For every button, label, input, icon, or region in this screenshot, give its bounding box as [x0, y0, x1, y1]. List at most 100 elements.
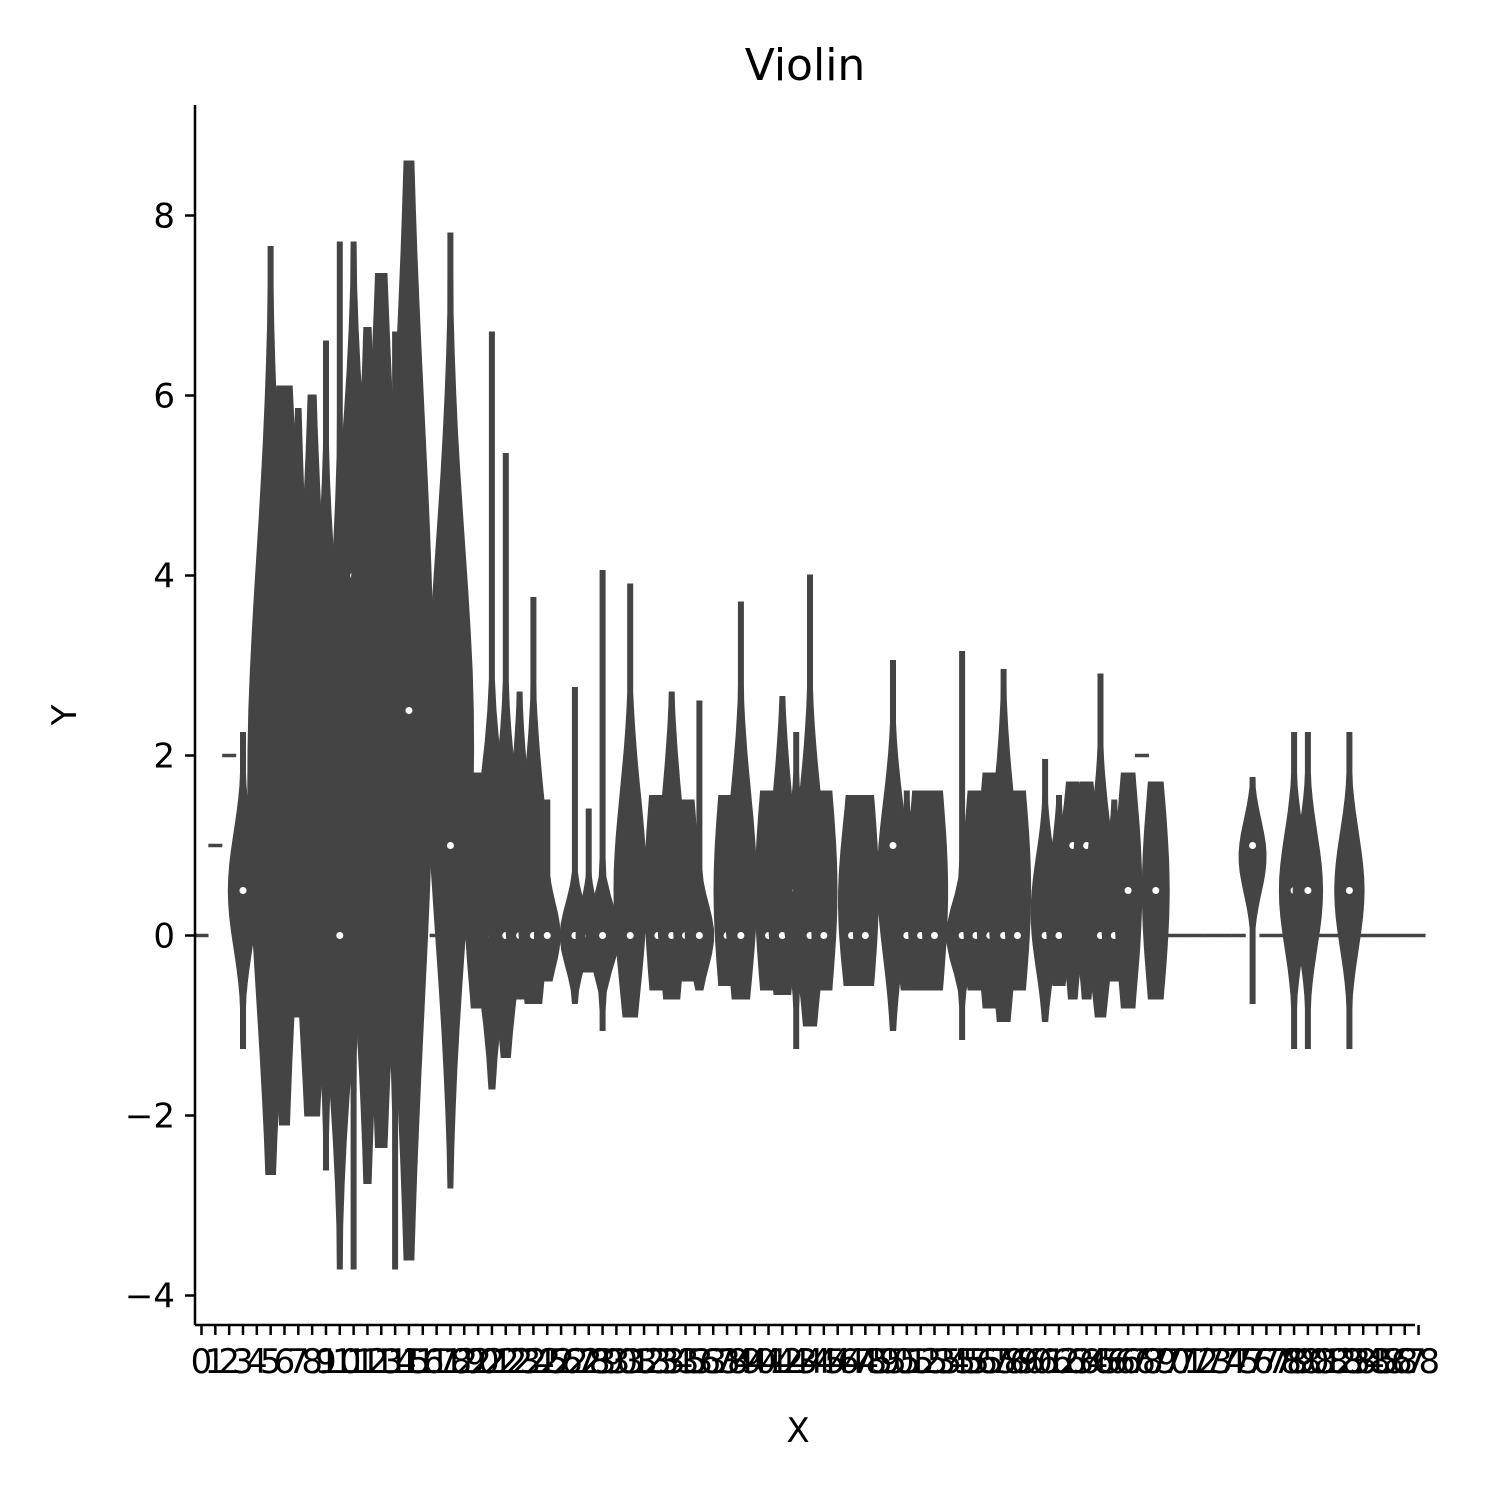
- violin: [426, 232, 475, 1189]
- violin-median: [599, 932, 607, 939]
- x-tick-label: 83: [1328, 1342, 1371, 1382]
- y-tick-label: 0: [153, 917, 175, 957]
- y-tick-label: 6: [153, 377, 175, 417]
- x-tick-label: 85: [1355, 1342, 1398, 1382]
- x-tick-label: 16: [401, 1342, 444, 1382]
- x-tick-label: 24: [512, 1342, 555, 1382]
- x-tick-label: 62: [1037, 1342, 1080, 1382]
- x-tick-label: 63: [1051, 1342, 1094, 1382]
- x-tick-label: 19: [443, 1342, 486, 1382]
- x-tick-label: 22: [484, 1342, 527, 1382]
- x-tick-label: 14: [373, 1342, 416, 1382]
- y-axis-label: Y: [45, 704, 85, 726]
- x-tick-label: 86: [1369, 1342, 1412, 1382]
- x-tick-label: 4: [246, 1342, 268, 1382]
- x-tick-label: 52: [899, 1342, 942, 1382]
- x-tick-label: 42: [761, 1342, 804, 1382]
- x-tick-label: 6: [274, 1342, 296, 1382]
- violin: [1113, 772, 1143, 1009]
- x-tick-label: 70: [1148, 1342, 1191, 1382]
- x-tick-label: 25: [526, 1342, 569, 1382]
- violin: [613, 583, 648, 1018]
- x-tick-label: 30: [595, 1342, 638, 1382]
- x-tick-label: 51: [885, 1342, 928, 1382]
- violin-median: [446, 842, 454, 849]
- x-tick-label: 61: [1023, 1342, 1066, 1382]
- violin: [533, 799, 561, 982]
- x-tick-label: 43: [775, 1342, 818, 1382]
- violin: [684, 700, 714, 991]
- x-tick-label: 48: [844, 1342, 887, 1382]
- x-tick-label: 7: [287, 1342, 309, 1382]
- x-tick-label: 87: [1383, 1342, 1426, 1382]
- violin-median: [1152, 887, 1160, 894]
- x-tick-label: 1: [205, 1342, 227, 1382]
- x-tick-label: 15: [387, 1342, 430, 1382]
- x-tick-label: 49: [858, 1342, 901, 1382]
- violin: [1003, 790, 1032, 991]
- x-tick-label: 37: [692, 1342, 735, 1382]
- violin-median: [405, 707, 413, 714]
- violin-iqr-box: [814, 836, 833, 945]
- x-tick-label: 33: [636, 1342, 679, 1382]
- x-tick-label: 79: [1272, 1342, 1315, 1382]
- x-tick-label: 31: [609, 1342, 652, 1382]
- x-tick-label: 73: [1189, 1342, 1232, 1382]
- violin-iqr-box: [925, 836, 944, 945]
- x-axis: 0123456789101112131415161718192021222324…: [191, 1323, 1440, 1382]
- x-tick-label: 74: [1203, 1342, 1246, 1382]
- violin-median: [1345, 887, 1353, 894]
- violin-median: [695, 932, 703, 939]
- y-tick-label: 4: [153, 557, 175, 597]
- x-tick-label: 23: [498, 1342, 541, 1382]
- x-tick-label: 75: [1217, 1342, 1260, 1382]
- violin-median: [778, 932, 786, 939]
- violin: [851, 795, 879, 986]
- violin: [383, 160, 434, 1261]
- x-tick-label: 13: [360, 1342, 403, 1382]
- violin-median: [737, 932, 745, 939]
- x-tick-label: 50: [871, 1342, 914, 1382]
- x-tick-label: 68: [1120, 1342, 1163, 1382]
- violin: [920, 790, 949, 991]
- x-tick-label: 5: [260, 1342, 282, 1382]
- x-tick-label: 81: [1300, 1342, 1343, 1382]
- x-tick-label: 84: [1342, 1342, 1385, 1382]
- x-tick-label: 80: [1286, 1342, 1329, 1382]
- x-tick-label: 53: [913, 1342, 956, 1382]
- y-tick-label: −2: [125, 1097, 175, 1137]
- x-tick-label: 8: [301, 1342, 323, 1382]
- x-tick-label: 20: [456, 1342, 499, 1382]
- violin-iqr-box: [621, 836, 640, 945]
- violin-median: [861, 932, 869, 939]
- x-tick-label: 34: [650, 1342, 693, 1382]
- violin: [585, 570, 620, 1031]
- violin-median: [930, 932, 938, 939]
- x-tick-label: 10: [318, 1342, 361, 1382]
- x-tick-label: 18: [429, 1342, 472, 1382]
- x-tick-label: 71: [1162, 1342, 1205, 1382]
- x-tick-label: 59: [996, 1342, 1039, 1382]
- y-tick-label: −4: [125, 1277, 175, 1317]
- x-tick-label: 39: [719, 1342, 762, 1382]
- violin-iqr-box: [1008, 836, 1027, 945]
- violin-median: [820, 932, 828, 939]
- y-axis: −4 −2 0 2 4 6 8: [125, 105, 197, 1325]
- x-tick-label: 21: [470, 1342, 513, 1382]
- violin-median: [1249, 842, 1257, 849]
- violin: [227, 732, 259, 1049]
- x-tick-label: 88: [1397, 1342, 1440, 1382]
- x-tick-label: 45: [802, 1342, 845, 1382]
- x-tick-label: 29: [581, 1342, 624, 1382]
- x-tick-label: 54: [927, 1342, 970, 1382]
- violin: [1141, 781, 1170, 1000]
- x-tick-label: 26: [539, 1342, 582, 1382]
- violin-iqr-box: [731, 836, 750, 945]
- x-tick-label: 65: [1079, 1342, 1122, 1382]
- violin-median: [336, 932, 344, 939]
- x-tick-label: 77: [1245, 1342, 1288, 1382]
- x-tick-label: 12: [346, 1342, 389, 1382]
- x-tick-label: 66: [1093, 1342, 1136, 1382]
- y-tick-label: 8: [153, 197, 175, 237]
